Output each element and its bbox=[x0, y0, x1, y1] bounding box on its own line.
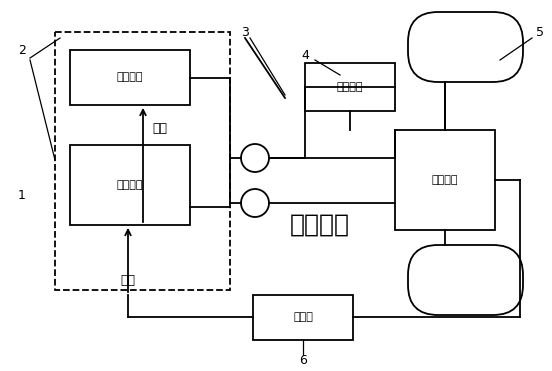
Bar bbox=[55, 32, 230, 290]
Text: 5: 5 bbox=[536, 26, 544, 39]
FancyBboxPatch shape bbox=[408, 12, 523, 82]
Text: 4: 4 bbox=[301, 49, 309, 62]
Bar bbox=[253, 295, 353, 340]
Text: 2: 2 bbox=[18, 43, 26, 56]
Text: 驱动电机: 驱动电机 bbox=[432, 175, 458, 185]
Text: 6: 6 bbox=[299, 354, 307, 367]
Text: 发电机: 发电机 bbox=[293, 312, 313, 322]
Bar bbox=[305, 63, 395, 111]
Text: 1: 1 bbox=[18, 188, 26, 201]
Text: 母电池组: 母电池组 bbox=[117, 180, 144, 190]
Text: 切换开关: 切换开关 bbox=[290, 213, 350, 237]
Text: 充电: 充电 bbox=[152, 121, 167, 135]
Bar bbox=[70, 145, 190, 225]
Text: 子电池组: 子电池组 bbox=[117, 72, 144, 82]
Text: 充电: 充电 bbox=[120, 273, 135, 286]
Text: 3: 3 bbox=[241, 26, 249, 39]
FancyBboxPatch shape bbox=[408, 245, 523, 315]
Bar bbox=[395, 130, 495, 230]
Text: 变流装置: 变流装置 bbox=[337, 82, 363, 92]
Bar bbox=[70, 50, 190, 105]
